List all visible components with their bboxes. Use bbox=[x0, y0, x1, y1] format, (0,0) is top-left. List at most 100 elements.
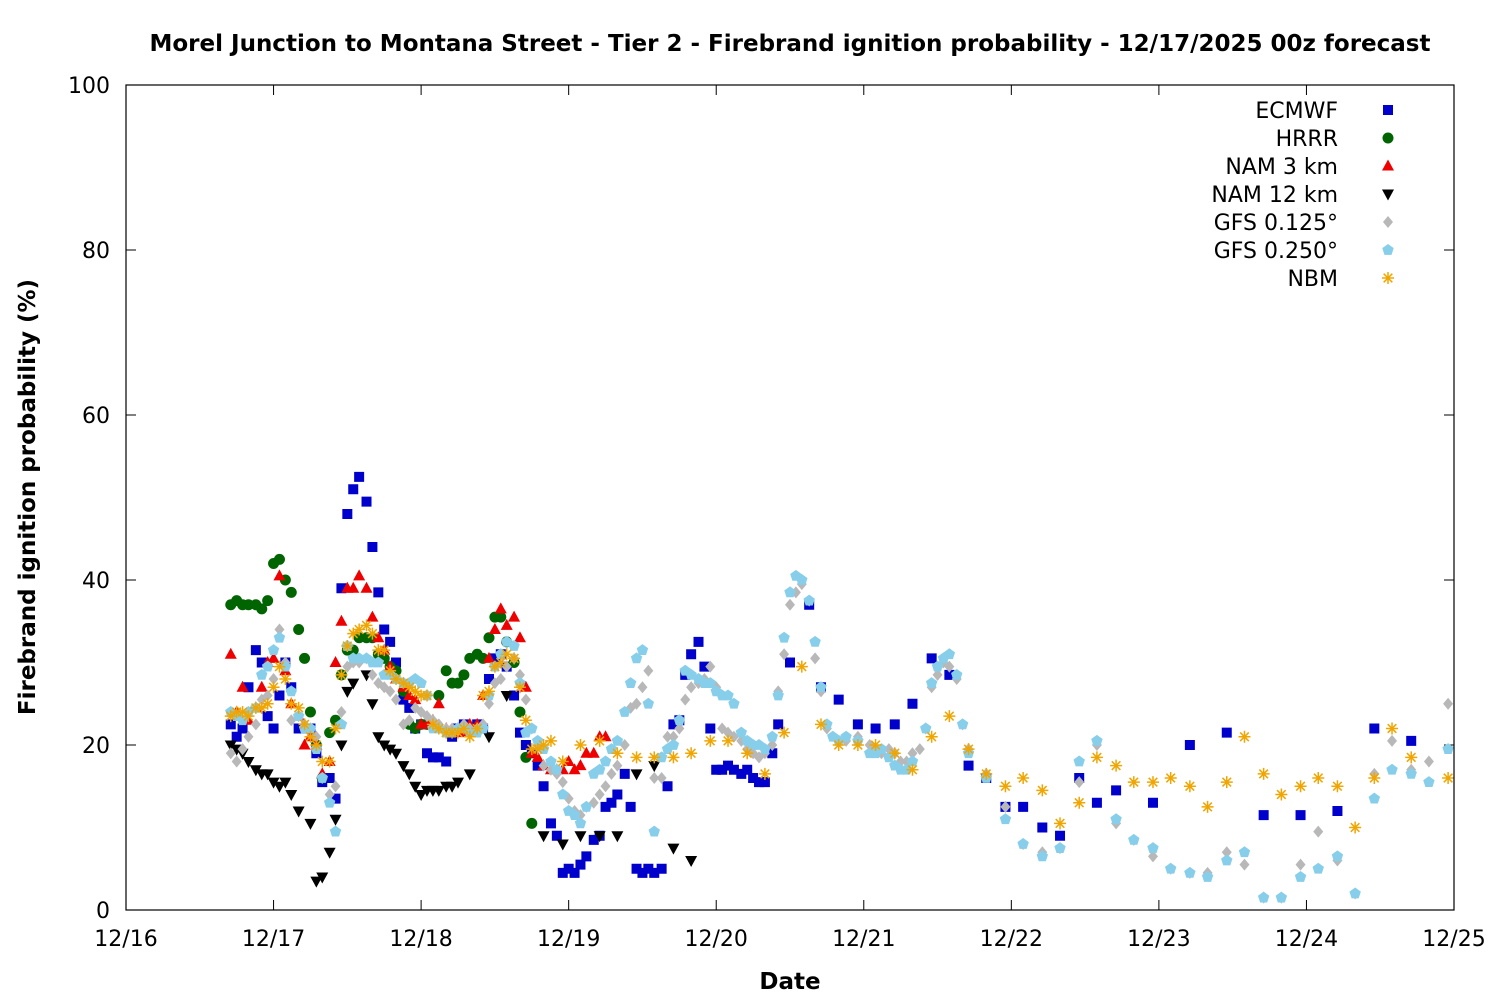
point-ecmwf bbox=[250, 645, 261, 656]
point-gfs-0-125 bbox=[538, 759, 549, 772]
point-ecmwf bbox=[686, 649, 697, 660]
point-nbm bbox=[1146, 776, 1159, 789]
point-nam-12-km bbox=[446, 781, 459, 793]
point-nbm bbox=[513, 681, 526, 694]
point-ecmwf bbox=[907, 698, 918, 709]
point-nam-12-km bbox=[452, 777, 464, 789]
point-hrrr bbox=[293, 624, 305, 635]
point-ecmwf bbox=[748, 773, 759, 783]
point-gfs-0-125 bbox=[1423, 755, 1434, 768]
point-gfs-0-125 bbox=[520, 693, 531, 706]
chart-title: Morel Junction to Montana Street - Tier … bbox=[149, 31, 1430, 57]
point-gfs-0-250 bbox=[1405, 767, 1417, 779]
x-tick-label: 12/22 bbox=[980, 927, 1043, 952]
point-nbm bbox=[778, 726, 791, 739]
x-tick-label: 12/19 bbox=[537, 927, 600, 952]
point-gfs-0-250 bbox=[1184, 866, 1196, 878]
point-nbm bbox=[304, 730, 317, 743]
y-tick-label: 60 bbox=[82, 404, 110, 429]
point-nbm bbox=[1201, 800, 1214, 813]
point-ecmwf bbox=[717, 764, 728, 775]
point-gfs-0-250 bbox=[304, 722, 317, 734]
point-ecmwf bbox=[1184, 740, 1195, 750]
point-nbm bbox=[298, 718, 311, 731]
point-gfs-0-250 bbox=[704, 677, 717, 688]
point-ecmwf bbox=[649, 867, 660, 878]
point-nam-12-km bbox=[403, 769, 416, 781]
point-nam-12-km bbox=[261, 769, 274, 781]
point-nbm bbox=[704, 734, 717, 747]
point-gfs-0-250 bbox=[1312, 862, 1324, 874]
point-gfs-0-125 bbox=[274, 623, 285, 636]
point-ecmwf bbox=[330, 793, 341, 804]
point-nam-3-km bbox=[335, 614, 348, 626]
legend-marker-gfs-0-125 bbox=[1383, 216, 1393, 228]
point-nbm bbox=[906, 763, 919, 776]
point-nam-3-km bbox=[353, 569, 366, 581]
point-gfs-0-250 bbox=[875, 743, 888, 754]
point-gfs-0-125 bbox=[404, 714, 415, 727]
point-gfs-0-250 bbox=[815, 681, 827, 693]
point-gfs-0-250 bbox=[335, 718, 348, 730]
point-ecmwf bbox=[693, 636, 704, 647]
point-nam-12-km bbox=[292, 806, 305, 818]
point-gfs-0-125 bbox=[367, 668, 378, 681]
point-gfs-0-125 bbox=[944, 660, 955, 673]
point-ecmwf bbox=[262, 711, 273, 722]
point-nbm bbox=[452, 726, 464, 739]
point-nbm bbox=[378, 644, 391, 657]
point-gfs-0-250 bbox=[778, 631, 790, 643]
point-gfs-0-125 bbox=[514, 668, 525, 681]
point-nam-12-km bbox=[574, 831, 587, 843]
point-gfs-0-125 bbox=[391, 693, 402, 706]
point-ecmwf bbox=[225, 719, 236, 730]
point-nbm bbox=[814, 718, 827, 731]
point-ecmwf bbox=[256, 657, 267, 668]
point-nbm bbox=[851, 739, 864, 751]
point-nbm bbox=[1110, 759, 1123, 772]
point-gfs-0-250 bbox=[784, 586, 796, 598]
point-ecmwf bbox=[514, 727, 525, 738]
point-gfs-0-125 bbox=[637, 681, 648, 694]
point-gfs-0-250 bbox=[1091, 734, 1103, 746]
point-ecmwf bbox=[231, 731, 242, 742]
point-gfs-0-125 bbox=[1239, 858, 1250, 871]
point-gfs-0-250 bbox=[316, 772, 328, 783]
point-nbm bbox=[329, 722, 342, 735]
point-nbm bbox=[242, 710, 255, 723]
point-gfs-0-250 bbox=[648, 825, 660, 837]
point-nbm bbox=[795, 660, 808, 673]
point-nam-12-km bbox=[397, 761, 410, 773]
point-ecmwf bbox=[1111, 785, 1122, 796]
point-hrrr bbox=[440, 665, 452, 677]
point-gfs-0-125 bbox=[662, 730, 673, 743]
point-nam-3-km bbox=[360, 581, 373, 593]
point-nam-3-km bbox=[372, 631, 385, 643]
point-nam-12-km bbox=[310, 876, 323, 888]
point-hrrr bbox=[256, 603, 268, 615]
legend-marker-ecmwf bbox=[1383, 105, 1393, 115]
point-nam-12-km bbox=[463, 769, 476, 781]
point-nbm bbox=[741, 747, 754, 760]
point-ecmwf bbox=[545, 818, 556, 829]
point-nbm bbox=[341, 640, 354, 652]
point-nbm bbox=[335, 668, 348, 681]
x-tick-label: 12/20 bbox=[685, 927, 748, 952]
point-nam-3-km bbox=[494, 602, 507, 614]
point-nam-12-km bbox=[316, 872, 329, 884]
point-ecmwf bbox=[581, 851, 592, 862]
point-gfs-0-125 bbox=[686, 681, 697, 694]
point-hrrr bbox=[526, 817, 538, 829]
point-ecmwf bbox=[509, 690, 520, 701]
point-nam-12-km bbox=[593, 831, 606, 843]
point-nbm bbox=[1073, 796, 1086, 809]
point-nam-12-km bbox=[482, 732, 495, 744]
point-nbm bbox=[384, 664, 397, 677]
point-nbm bbox=[544, 734, 557, 747]
point-nam-12-km bbox=[667, 843, 680, 855]
legend-label-gfs-0-125: GFS 0.125° bbox=[1214, 211, 1338, 236]
point-gfs-0-250 bbox=[415, 677, 427, 688]
point-ecmwf bbox=[398, 694, 409, 705]
point-gfs-0-250 bbox=[636, 644, 649, 655]
